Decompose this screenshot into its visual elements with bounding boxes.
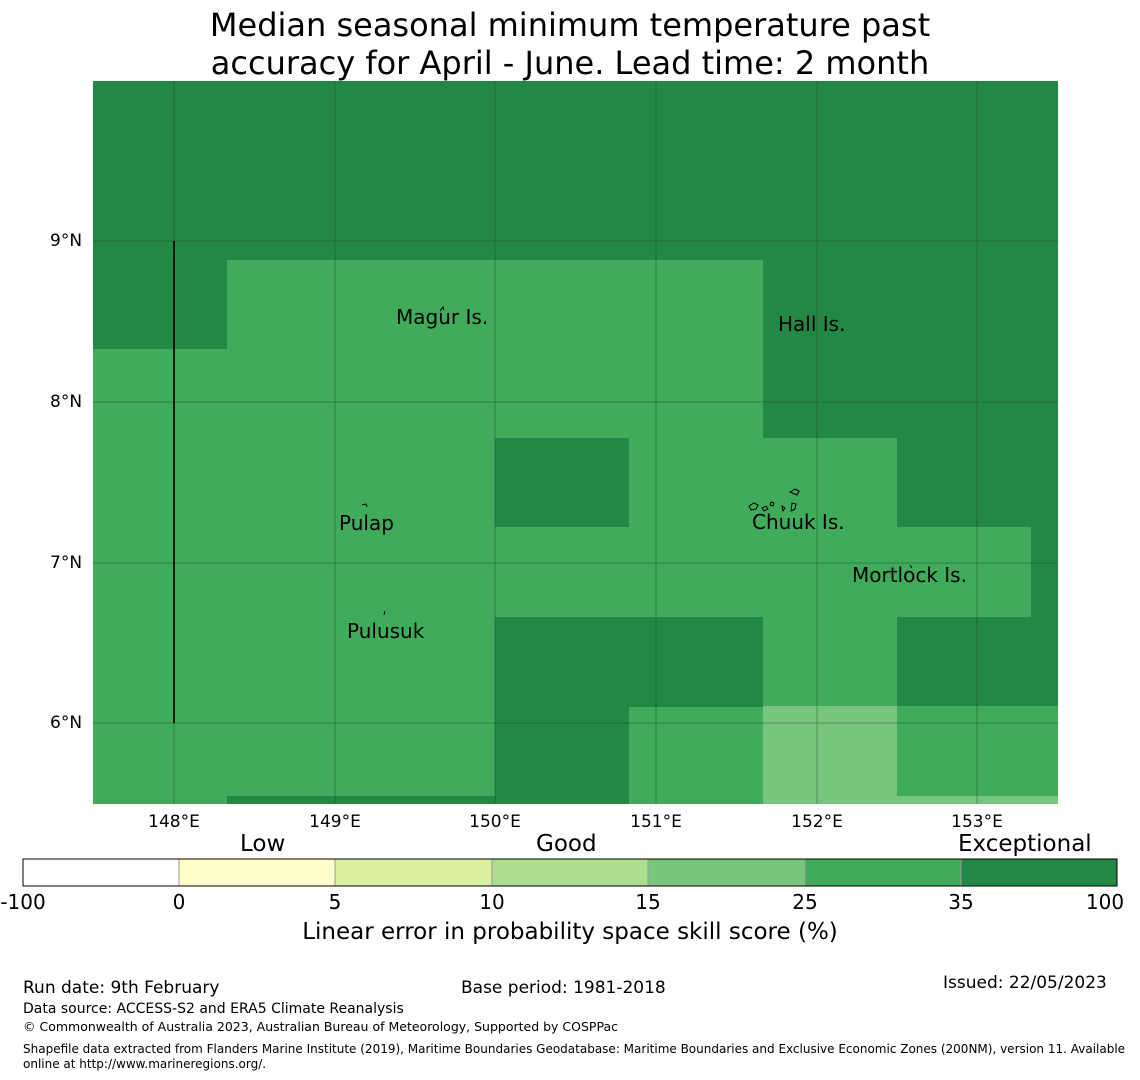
island-outlines [361,305,913,616]
lon-tick-label: 149°E [309,812,361,832]
colorbar-segment [179,859,335,886]
run-date: Run date: 9th February [23,978,220,998]
colorbar-segment [492,859,648,886]
skill-cell [897,527,1031,617]
colorbar-outline [22,858,1118,887]
map-title-line-2: accuracy for April - June. Lead time: 2 … [210,44,930,82]
colorbar-axis-label: Linear error in probability space skill … [302,919,838,945]
colorbar-category-low: Low [240,831,286,857]
colorbar-category-exceptional: Exceptional [958,831,1092,857]
data-source: Data source: ACCESS-S2 and ERA5 Climate … [23,1001,404,1017]
graticule [93,81,1058,804]
pulap-island-outline [361,503,368,508]
place-label-pulusuk: Pulusuk [347,619,425,643]
mortlock-island-outline [909,564,913,569]
place-label-pulap: Pulap [339,511,394,535]
place-label-hall: Hall Is. [778,312,846,336]
skill-cell [93,349,227,804]
skill-cell [495,706,629,804]
colorbar-tick-label: 0 [172,890,186,914]
lat-tick-label: 6°N [50,713,83,733]
lat-tick-label: 8°N [50,392,83,412]
colorbar-tick-label: 5 [328,890,342,914]
colorbar-segment [335,859,492,886]
skill-cell [897,796,1058,804]
colorbar-tick-label: 35 [948,890,974,914]
colorbar-segment [23,859,179,886]
place-label-mortlock: Mortlock Is. [852,563,967,587]
place-label-chuuk: Chuuk Is. [752,510,845,534]
colorbar-tick-label: 25 [792,890,818,914]
copyright-notice: © Commonwealth of Australia 2023, Austra… [23,1019,618,1034]
lon-tick-label: 148°E [148,812,200,832]
skill-cells [93,81,1058,804]
skill-cell [897,706,1058,804]
lon-tick-label: 151°E [630,812,682,832]
colorbar-segment [805,859,961,886]
colorbar-tick-label: 100 [1085,890,1125,914]
lat-tick-label: 7°N [50,553,83,573]
colorbar-tick-label: 10 [479,890,505,914]
shapefile-credit-line-1: Shapefile data extracted from Flanders M… [23,1042,1126,1056]
colorbar-tick-label: -100 [0,890,46,914]
colorbar-tick-label: 15 [635,890,661,914]
lon-tick-label: 153°E [951,812,1003,832]
colorbar-category-good: Good [536,831,597,857]
colorbar-segment [648,859,805,886]
pulusuk-island-outline [383,610,386,616]
shapefile-credit-line-2: online at http://www.marineregions.org/. [23,1057,267,1071]
colorbar-segment [961,859,1117,886]
skill-cell [495,617,763,707]
lon-tick-label: 150°E [469,812,521,832]
place-label-magur: Magur Is. [396,305,489,329]
chuuk-lagoon-outline [748,488,800,513]
base-period: Base period: 1981-2018 [461,978,666,998]
skill-cell [763,706,897,804]
skill-cell [227,796,495,804]
skill-cell [495,438,629,527]
magur-island-outline [439,305,445,312]
lat-tick-label: 9°N [50,231,83,251]
lon-tick-label: 152°E [791,812,843,832]
issued-date: Issued: 22/05/2023 [943,973,1107,993]
map-title-line-1: Median seasonal minimum temperature past [209,6,931,44]
